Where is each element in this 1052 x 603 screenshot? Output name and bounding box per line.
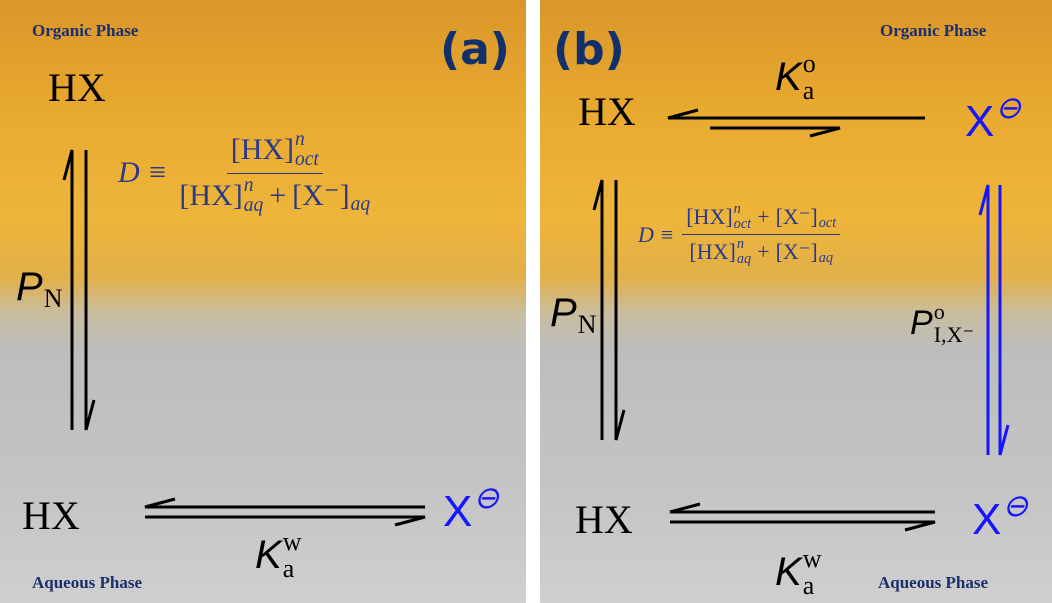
arrow (616, 180, 624, 440)
arrow (710, 128, 840, 136)
arrow (670, 522, 935, 530)
arrow (86, 150, 94, 430)
arrow (64, 150, 72, 430)
arrow (980, 185, 988, 455)
arrow (668, 110, 925, 118)
equilibrium-arrows (64, 110, 935, 530)
arrows (0, 0, 1052, 603)
ion-partition-arrows (980, 185, 1008, 455)
arrow (145, 517, 425, 525)
arrow (594, 180, 602, 440)
diagram: Organic Phase (a) HX D ≡[HX]noct[HX]naq+… (0, 0, 1052, 603)
arrow (145, 499, 425, 507)
arrow (670, 504, 935, 512)
arrow (1000, 185, 1008, 455)
